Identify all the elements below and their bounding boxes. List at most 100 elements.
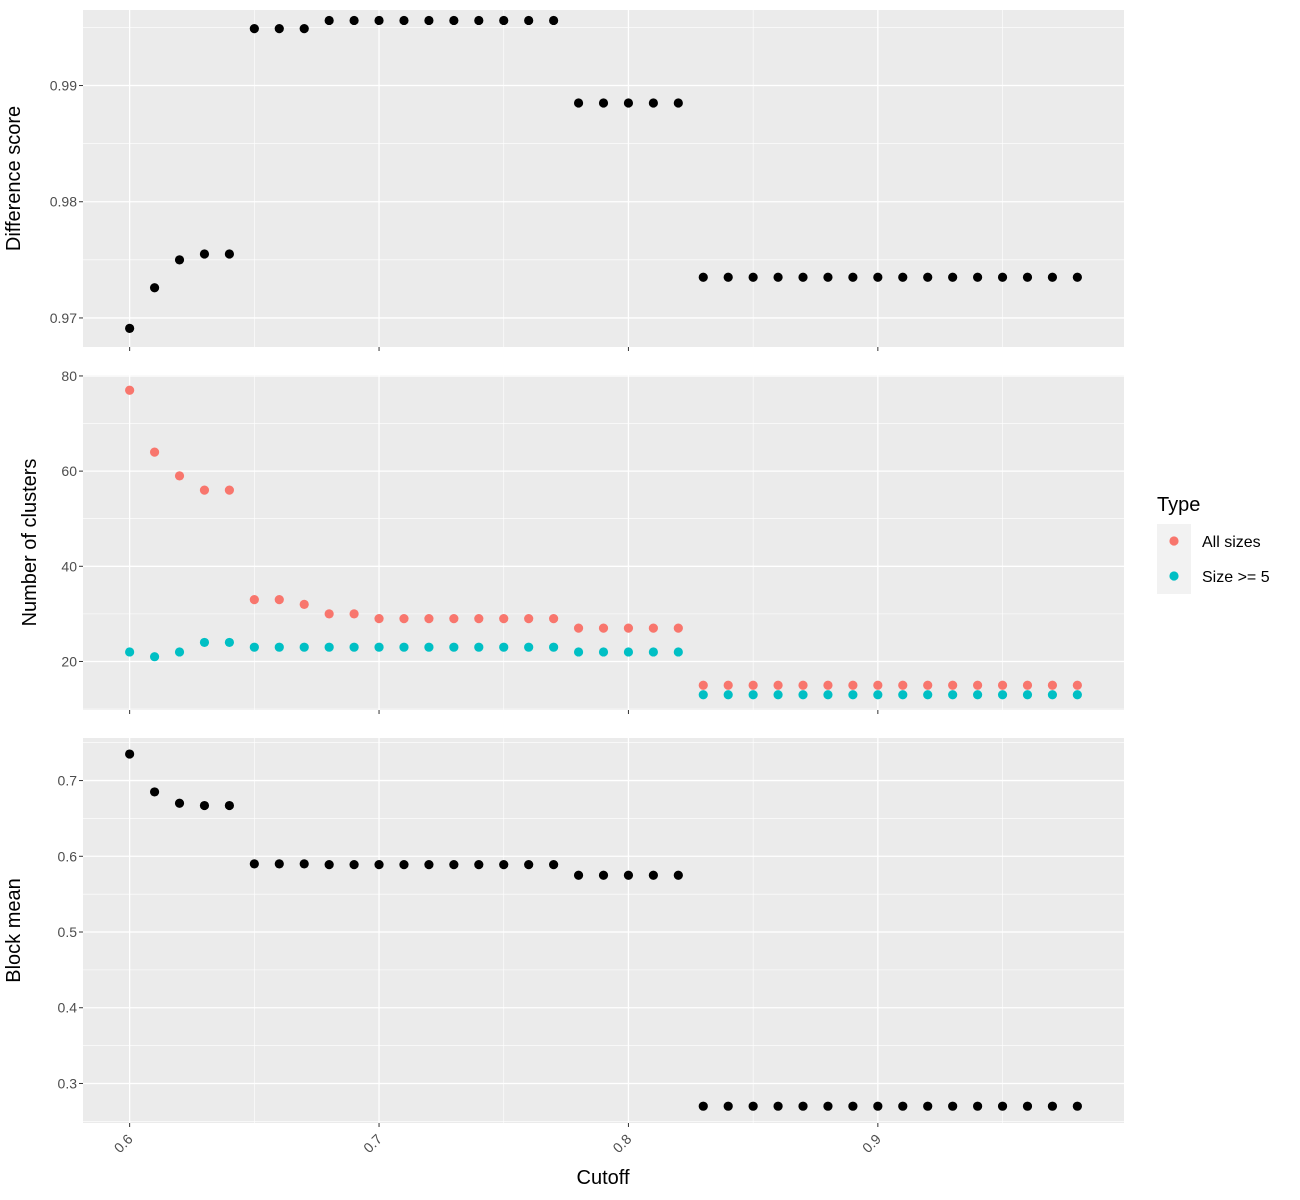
data-point xyxy=(1072,1101,1082,1111)
data-point xyxy=(274,642,284,652)
data-point xyxy=(623,870,634,880)
data-point xyxy=(798,1101,808,1111)
data-point xyxy=(698,680,708,690)
data-point xyxy=(299,859,309,869)
data-point xyxy=(948,1101,958,1111)
data-point xyxy=(773,690,783,700)
data-point xyxy=(374,15,384,26)
data-point xyxy=(973,1101,983,1111)
legend-key xyxy=(1169,571,1179,581)
data-point xyxy=(748,680,758,690)
data-point xyxy=(1072,272,1082,282)
data-point xyxy=(249,642,259,652)
data-point xyxy=(1072,690,1082,700)
series-points xyxy=(125,385,1082,690)
y-tick-label: 0.4 xyxy=(58,1000,78,1016)
data-point xyxy=(773,1101,783,1111)
panel-1: 0.97 0.98 0.99 Difference score xyxy=(3,10,1124,351)
data-point xyxy=(973,690,983,700)
x-axis-title: Cutoff xyxy=(577,1167,630,1189)
legend-key xyxy=(1169,536,1179,546)
data-point xyxy=(474,642,484,652)
data-point xyxy=(299,23,309,34)
data-point xyxy=(723,680,733,690)
data-point xyxy=(499,15,509,26)
data-point xyxy=(199,800,210,811)
data-point xyxy=(125,647,135,657)
data-point xyxy=(324,609,334,619)
data-point xyxy=(598,647,609,657)
data-point xyxy=(299,599,309,609)
data-point xyxy=(997,272,1008,282)
y-tick-label: 0.98 xyxy=(50,194,77,210)
data-point xyxy=(997,1101,1008,1111)
data-point xyxy=(549,15,559,26)
data-point xyxy=(125,749,135,759)
legend-items: All sizes Size >= 5 xyxy=(1169,534,1270,586)
data-point xyxy=(499,642,509,652)
data-point xyxy=(848,690,858,700)
y-tick-label: 0.7 xyxy=(58,773,78,789)
data-point xyxy=(224,637,234,648)
data-point xyxy=(1047,690,1058,700)
data-point xyxy=(1022,272,1033,282)
x-tick-label: 0.6 xyxy=(111,1131,136,1156)
data-point xyxy=(623,623,634,633)
data-point xyxy=(598,870,609,880)
panel-background xyxy=(83,375,1124,710)
data-point xyxy=(474,614,484,624)
data-point xyxy=(923,272,933,282)
data-point xyxy=(524,614,534,624)
data-point xyxy=(499,860,509,870)
data-point xyxy=(673,623,683,633)
data-point xyxy=(923,690,933,700)
panel-background xyxy=(83,738,1124,1123)
data-point xyxy=(873,680,883,690)
data-point xyxy=(1047,272,1058,282)
x-tick-label: 0.9 xyxy=(859,1131,884,1156)
data-point xyxy=(424,860,434,870)
data-point xyxy=(274,595,284,605)
y-axis-title: Block mean xyxy=(3,878,25,983)
data-point xyxy=(948,272,958,282)
data-point xyxy=(748,690,758,700)
data-point xyxy=(1022,690,1033,700)
y-tick-label: 20 xyxy=(61,653,77,669)
data-point xyxy=(424,642,434,652)
data-point xyxy=(399,642,409,652)
y-tick-label: 60 xyxy=(61,463,77,479)
y-axis-title: Number of clusters xyxy=(19,459,41,627)
data-point xyxy=(249,859,259,869)
data-point xyxy=(399,15,409,26)
data-point xyxy=(149,652,160,662)
data-point xyxy=(424,15,434,26)
data-point xyxy=(997,690,1008,700)
data-point xyxy=(997,680,1008,690)
data-point xyxy=(299,642,309,652)
y-axis-title: Difference score xyxy=(3,106,25,251)
data-point xyxy=(224,800,234,811)
y-tick-label: 40 xyxy=(61,558,77,574)
data-point xyxy=(798,272,808,282)
data-point xyxy=(848,1101,858,1111)
data-point xyxy=(349,15,359,26)
data-point xyxy=(598,98,609,108)
panel-background xyxy=(83,10,1124,347)
data-point xyxy=(723,690,733,700)
data-point xyxy=(224,485,234,495)
data-point xyxy=(474,860,484,870)
panel-3: 0.3 0.4 0.5 0.6 0.7 Block mean xyxy=(3,738,1124,1127)
data-point xyxy=(249,595,259,605)
data-point xyxy=(499,614,509,624)
data-point xyxy=(1022,1101,1033,1111)
data-point xyxy=(723,1101,733,1111)
y-tick-label: 0.97 xyxy=(50,310,77,326)
data-point xyxy=(524,642,534,652)
data-point xyxy=(524,15,534,26)
data-point xyxy=(374,642,384,652)
data-point xyxy=(673,870,683,880)
data-point xyxy=(549,642,559,652)
data-point xyxy=(698,1101,708,1111)
data-point xyxy=(748,272,758,282)
